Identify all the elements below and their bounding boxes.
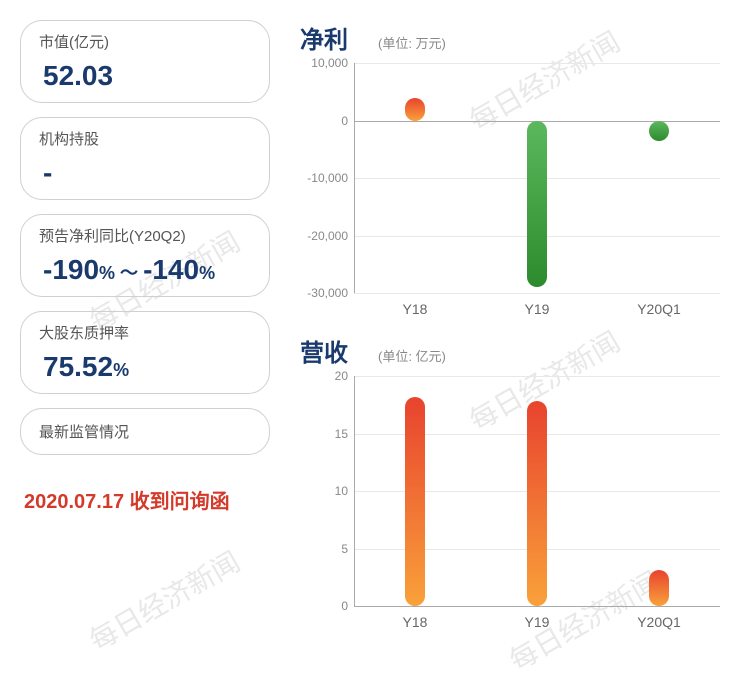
x-tick-label: Y19 xyxy=(525,301,550,317)
chart-bar xyxy=(405,397,425,606)
chart-area: 20151050Y18Y19Y20Q1 xyxy=(290,376,730,636)
x-tick-label: Y18 xyxy=(403,614,428,630)
y-tick-label: 0 xyxy=(290,599,348,613)
y-tick-label: -10,000 xyxy=(290,171,348,185)
y-tick-label: -20,000 xyxy=(290,229,348,243)
y-tick-label: -30,000 xyxy=(290,286,348,300)
card-profit-forecast: 预告净利同比(Y20Q2) -190% ～ -140% xyxy=(20,214,270,297)
x-tick-label: Y20Q1 xyxy=(637,301,681,317)
y-tick-label: 5 xyxy=(290,542,348,556)
main-container: 市值(亿元) 52.03 机构持股 - 预告净利同比(Y20Q2) -190% … xyxy=(0,0,750,676)
grid-line xyxy=(354,376,720,377)
chart-net-profit: 净利 (单位: 万元) 10,000 0 -10,000 -20,000 -30,000… xyxy=(290,20,730,323)
card-label: 最新监管情况 xyxy=(39,421,251,442)
range-high: -140 xyxy=(143,254,199,285)
chart-bar xyxy=(649,570,669,606)
chart-bar xyxy=(527,121,547,288)
left-panel: 市值(亿元) 52.03 机构持股 - 预告净利同比(Y20Q2) -190% … xyxy=(0,0,280,676)
chart-area: 10,0000-10,000-20,000-30,000Y18Y19Y20Q1 xyxy=(290,63,730,323)
x-tick-label: Y19 xyxy=(525,614,550,630)
grid-line xyxy=(354,63,720,64)
card-value: - xyxy=(39,151,251,191)
regulation-footer: 2020.07.17 收到问询函 xyxy=(20,485,270,514)
chart-unit: (单位: 亿元) xyxy=(378,346,446,365)
card-label: 预告净利同比(Y20Q2) xyxy=(39,225,251,246)
card-regulation: 最新监管情况 xyxy=(20,408,270,455)
card-value: 52.03 xyxy=(39,54,251,94)
y-axis-line xyxy=(354,63,355,293)
chart-bar xyxy=(527,401,547,606)
right-panel: 净利 (单位: 万元) 10,000 0 -10,000 -20,000 -30,000… xyxy=(280,0,750,676)
pledge-value: 75.52 xyxy=(43,351,113,382)
x-tick-label: Y18 xyxy=(403,301,428,317)
chart-bar xyxy=(405,98,425,121)
pct-sign: % xyxy=(199,263,215,283)
pct-sign: % xyxy=(113,360,129,380)
card-label: 大股东质押率 xyxy=(39,322,251,343)
chart-header: 营收 (单位: 亿元) xyxy=(290,333,730,368)
range-low: -190 xyxy=(43,254,99,285)
card-institution-holding: 机构持股 - xyxy=(20,117,270,200)
x-tick-label: Y20Q1 xyxy=(637,614,681,630)
y-tick-label: 10 xyxy=(290,484,348,498)
card-pledge-rate: 大股东质押率 75.52% xyxy=(20,311,270,394)
y-tick-label: 15 xyxy=(290,427,348,441)
pct-sign: % ～ xyxy=(99,263,143,283)
card-label: 机构持股 xyxy=(39,128,251,149)
card-value: 75.52% xyxy=(39,345,251,385)
y-tick-label: 0 xyxy=(290,114,348,128)
chart-revenue: 营收 (单位: 亿元) 20 15 10 5 0 Y18 Y19 Y20Q1 xyxy=(290,333,730,636)
chart-title: 营收 xyxy=(300,333,348,368)
x-axis-line xyxy=(354,606,720,607)
grid-line xyxy=(354,293,720,294)
chart-header: 净利 (单位: 万元) xyxy=(290,20,730,55)
card-market-cap: 市值(亿元) 52.03 xyxy=(20,20,270,103)
card-value: -190% ～ -140% xyxy=(39,248,251,288)
y-axis-line xyxy=(354,376,355,606)
chart-title: 净利 xyxy=(300,20,348,55)
chart-bar xyxy=(649,121,669,141)
y-tick-label: 20 xyxy=(290,369,348,383)
y-tick-label: 10,000 xyxy=(290,56,348,70)
card-label: 市值(亿元) xyxy=(39,31,251,52)
chart-unit: (单位: 万元) xyxy=(378,33,446,52)
